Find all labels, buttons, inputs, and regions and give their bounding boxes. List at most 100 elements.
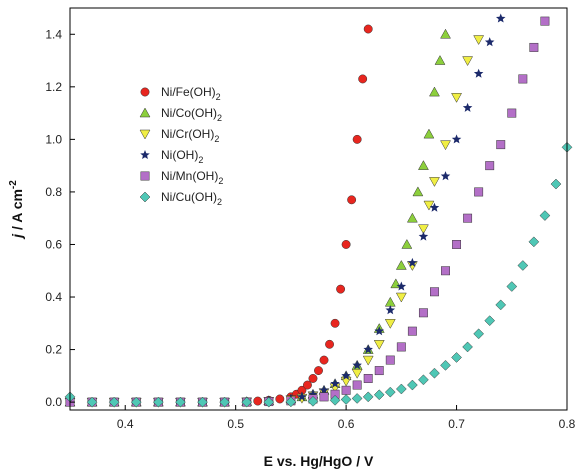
series-ni-oh-2 (65, 13, 506, 407)
data-point (506, 281, 518, 292)
data-point (418, 374, 429, 386)
data-point (430, 287, 439, 297)
data-point (308, 374, 318, 383)
data-point (484, 315, 496, 327)
series-ni-co-oh-2 (64, 28, 451, 407)
x-tick-label: 0.7 (448, 417, 465, 431)
data-point (412, 186, 424, 197)
data-point (495, 299, 507, 311)
data-point (407, 257, 418, 267)
data-point (197, 396, 208, 408)
legend-marker (140, 150, 150, 160)
data-point (401, 238, 413, 249)
legend-marker (140, 87, 150, 97)
data-point (407, 326, 417, 336)
x-tick-label: 0.5 (227, 417, 244, 431)
data-point (518, 74, 528, 84)
legend-marker (140, 171, 150, 181)
data-point (384, 319, 396, 329)
y-tick-label: 1.0 (45, 132, 62, 146)
data-point (440, 28, 451, 39)
data-point (351, 368, 363, 379)
data-point (352, 134, 362, 144)
data-point (473, 68, 484, 78)
legend-label: Ni(OH)2 (161, 148, 203, 165)
x-tick-label: 0.6 (338, 417, 355, 431)
data-point (347, 195, 357, 205)
data-point (308, 389, 318, 399)
data-point (441, 266, 450, 276)
data-point (473, 35, 485, 46)
legend: Ni/Fe(OH)2 Ni/Co(OH)2 Ni/Cr(OH)2 Ni(OH)2 Ni/… (139, 85, 223, 207)
data-point (319, 355, 329, 365)
data-point (434, 55, 446, 65)
data-point (263, 396, 275, 408)
data-point (314, 366, 323, 376)
data-point (363, 344, 373, 354)
data-layer (64, 13, 573, 408)
data-point (417, 160, 429, 170)
data-point (275, 394, 285, 404)
data-point (362, 355, 374, 366)
y-tick-label: 0.8 (45, 185, 62, 199)
data-point (319, 392, 329, 402)
data-point (373, 389, 385, 401)
data-point (153, 396, 164, 408)
y-tick-label: 1.4 (45, 27, 62, 41)
data-point (363, 24, 373, 34)
data-point (517, 260, 529, 271)
data-point (395, 292, 407, 303)
data-point (108, 396, 120, 408)
legend-label: Ni/Fe(OH)2 (161, 85, 221, 102)
x-tick-label: 0.8 (559, 417, 576, 431)
data-point (528, 236, 540, 248)
x-tick-label: 0.4 (117, 417, 134, 431)
data-point (540, 16, 550, 26)
data-point (374, 326, 384, 336)
data-point (373, 340, 385, 350)
data-point (429, 86, 440, 97)
data-point (451, 134, 462, 144)
y-tick-label: 0.4 (45, 290, 62, 304)
data-point (429, 177, 440, 187)
data-point (451, 352, 462, 363)
data-point (440, 171, 451, 181)
legend-marker (139, 107, 151, 118)
data-point (417, 224, 429, 235)
x-axis: 0.4 0.5 0.6 0.7 0.8 (117, 405, 576, 431)
data-point (319, 385, 329, 395)
data-point (407, 379, 418, 391)
data-point (406, 212, 418, 223)
data-point (341, 240, 351, 249)
y-tick-label: 0.0 (45, 395, 62, 409)
data-point (474, 187, 484, 197)
data-point (395, 383, 407, 395)
legend-label: Ni/Cu(OH)2 (161, 190, 222, 207)
data-point (86, 396, 98, 408)
y-tick-label: 0.2 (45, 343, 62, 357)
data-point (325, 339, 334, 349)
data-point (395, 259, 407, 270)
data-point (495, 13, 506, 23)
data-point (484, 37, 495, 47)
series-ni-fe-oh-2 (65, 24, 373, 407)
data-point (307, 395, 319, 407)
data-point (385, 305, 396, 315)
data-point (384, 296, 396, 307)
plot-frame (69, 7, 568, 411)
data-point (341, 370, 351, 380)
legend-marker (139, 129, 151, 140)
legend-label: Ni/Co(OH)2 (161, 106, 222, 123)
data-point (384, 386, 396, 398)
data-point (423, 128, 435, 139)
data-point (385, 355, 395, 365)
x-axis-title: E vs. Hg/HgO / V (264, 453, 374, 469)
data-point (418, 231, 429, 241)
data-point (418, 308, 428, 318)
data-point (341, 385, 351, 395)
data-point (451, 93, 462, 103)
legend-label: Ni/Cr(OH)2 (161, 127, 219, 144)
data-point (219, 396, 230, 408)
data-point (362, 391, 374, 403)
